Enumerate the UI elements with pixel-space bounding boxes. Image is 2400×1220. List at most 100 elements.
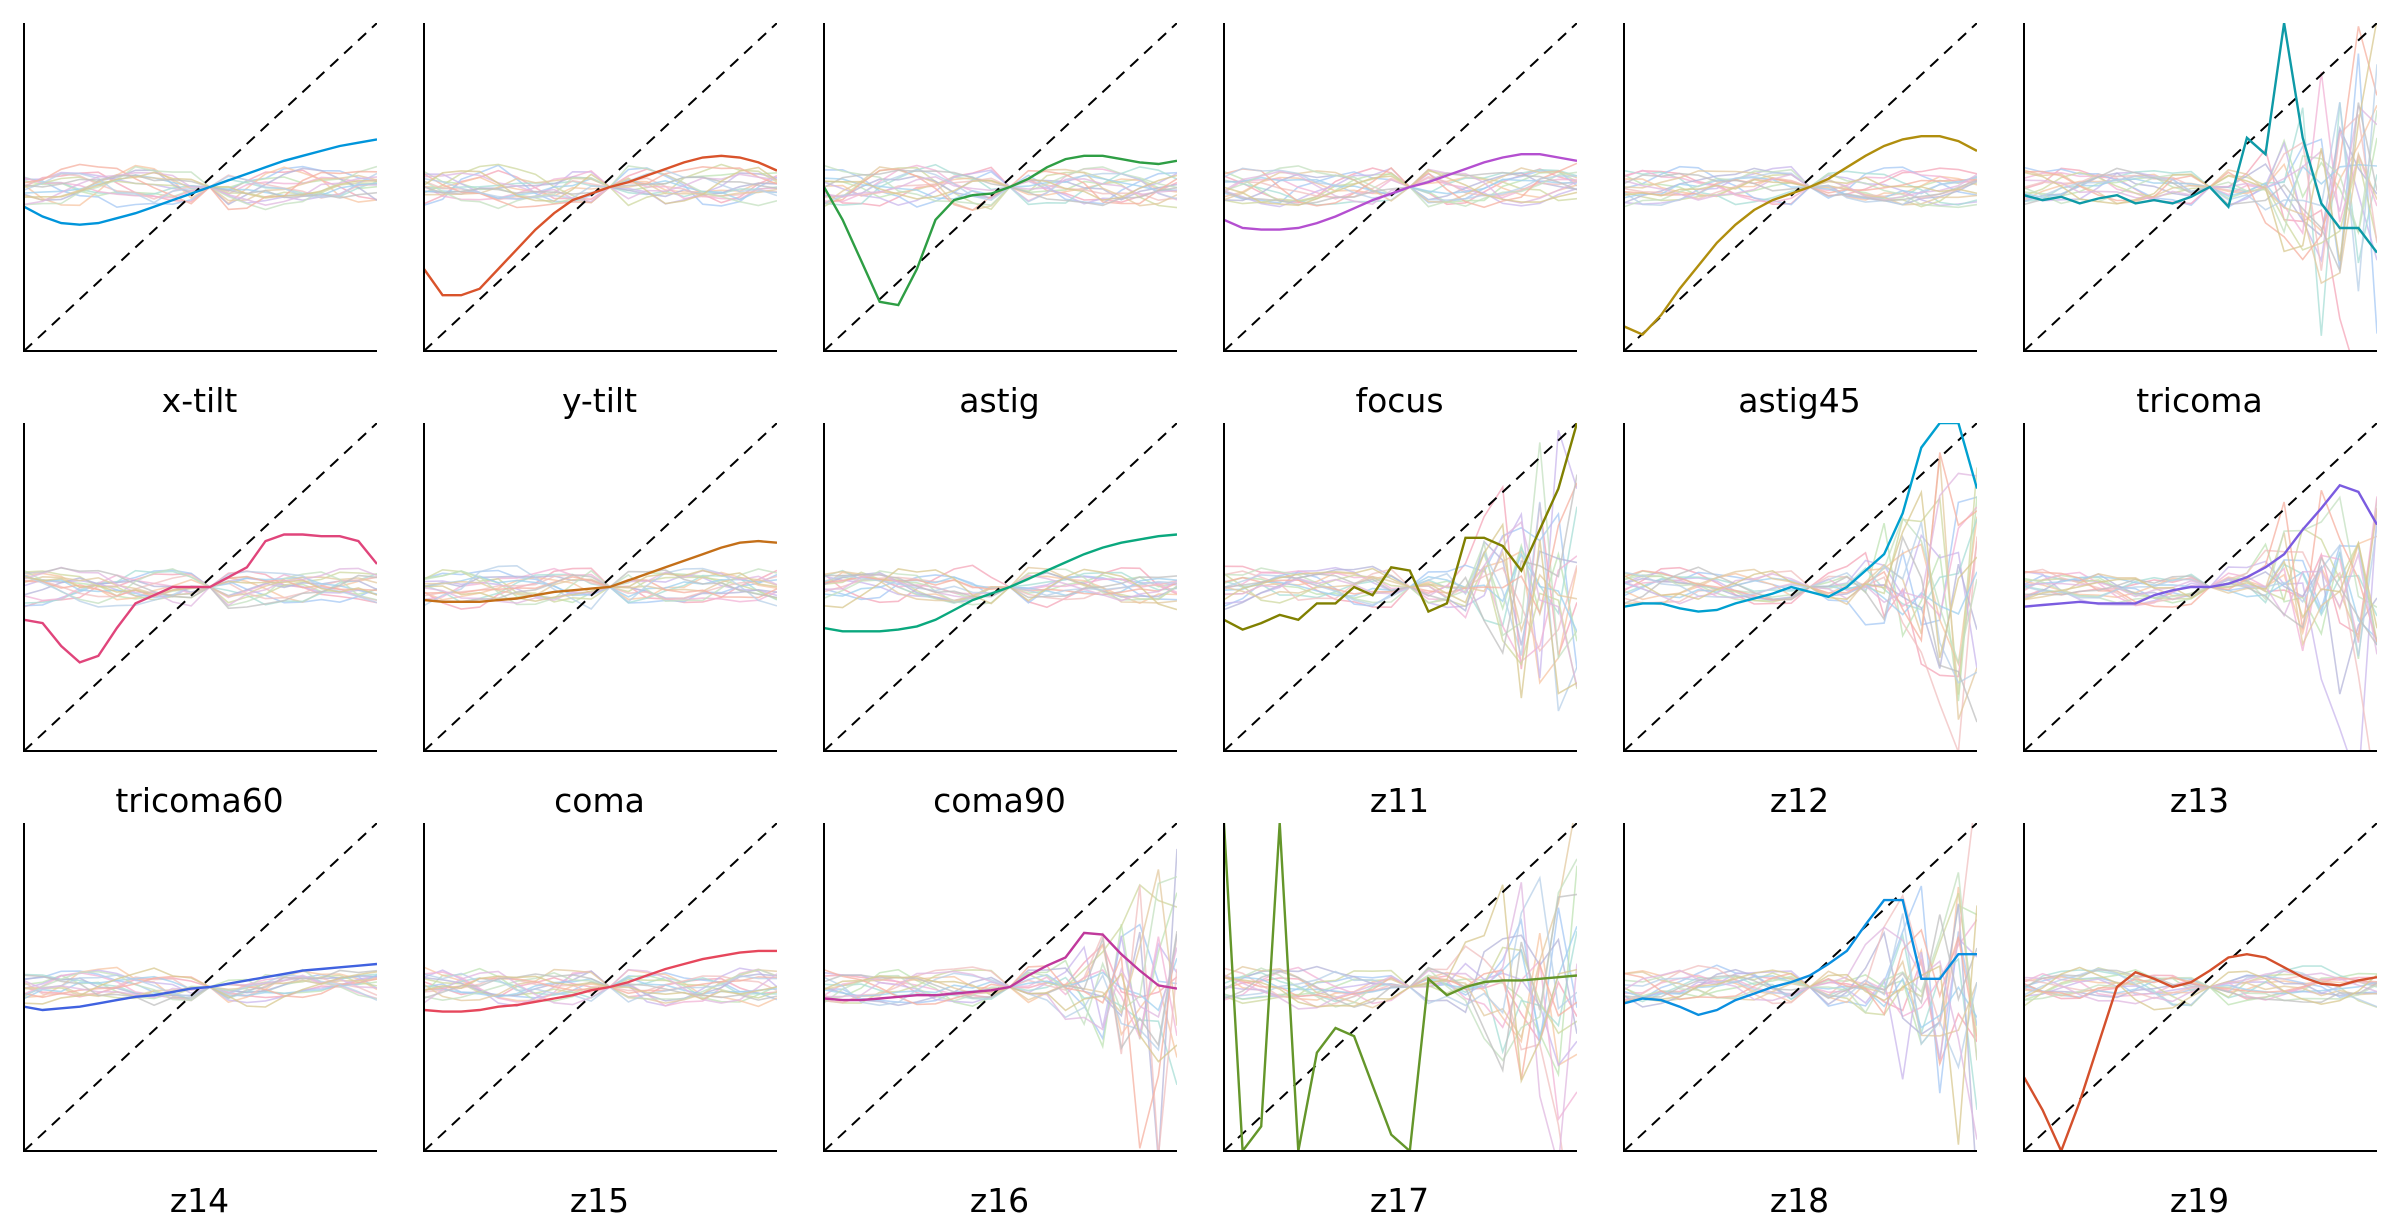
highlight-series xyxy=(824,533,1177,633)
subplot-y-tilt: y-tilt xyxy=(423,23,777,420)
identity-line xyxy=(2024,423,2377,751)
background-trace xyxy=(1624,172,1977,202)
highlight-series xyxy=(424,154,777,297)
background-trace xyxy=(2024,110,2377,235)
subplot-coma: coma xyxy=(423,423,777,820)
background-trace xyxy=(424,166,777,205)
subplot-tricoma: tricoma xyxy=(2023,23,2377,420)
background-trace xyxy=(424,165,777,210)
axis-spines xyxy=(823,423,1177,752)
identity-line xyxy=(424,423,777,751)
identity-line xyxy=(824,823,1177,1151)
subplot-coma90: coma90 xyxy=(823,423,1177,820)
background-trace xyxy=(824,576,1177,596)
background-trace xyxy=(1224,162,1577,209)
background-trace xyxy=(824,564,1177,609)
highlight-series xyxy=(824,931,1177,1002)
plot-area xyxy=(23,423,377,752)
subplot-title: z11 xyxy=(1369,781,1430,820)
plot-area xyxy=(2023,823,2377,1152)
background-trace xyxy=(24,176,377,199)
background-trace xyxy=(24,969,377,1007)
background-trace xyxy=(424,172,777,203)
axis-spines xyxy=(1623,23,1977,352)
identity-line xyxy=(824,23,1177,351)
background-trace xyxy=(824,169,1177,207)
highlight-series xyxy=(424,949,777,1013)
identity-line xyxy=(1224,823,1577,1151)
subplot-z16: z16 xyxy=(823,823,1177,1220)
plot-area xyxy=(23,23,377,352)
background-trace xyxy=(424,567,777,603)
subplot-astig: astig xyxy=(823,23,1177,420)
highlight-series xyxy=(424,539,777,604)
axis-spines xyxy=(823,823,1177,1152)
background-trace xyxy=(2024,976,2377,1002)
background-trace xyxy=(1624,823,1974,1028)
background-trace xyxy=(824,175,1177,198)
background-trace xyxy=(1224,522,1577,699)
subplot-title: x-tilt xyxy=(161,381,238,420)
highlight-series xyxy=(1224,423,1577,631)
background-trace xyxy=(424,568,777,603)
background-trace xyxy=(824,174,1177,202)
background-trace xyxy=(1224,564,1577,690)
subplot-title: astig xyxy=(959,381,1040,420)
axis-spines xyxy=(23,23,377,352)
background-trace xyxy=(424,972,777,1003)
background-trace xyxy=(1624,489,1977,658)
background-trace xyxy=(824,168,1177,211)
background-trace xyxy=(1224,171,1577,206)
subplot-z12: z12 xyxy=(1623,423,1977,820)
background-trace xyxy=(2024,556,2377,646)
background-trace xyxy=(824,168,1177,205)
background-trace xyxy=(1624,536,1977,751)
axis-spines xyxy=(1223,823,1577,1152)
highlight-series xyxy=(1624,134,1977,337)
background-trace xyxy=(424,973,777,1001)
background-trace xyxy=(2024,72,2377,236)
axis-spines xyxy=(2023,823,2377,1152)
subplot-title: y-tilt xyxy=(561,381,638,420)
background-trace xyxy=(1224,893,1577,1074)
plot-area xyxy=(1223,23,1577,352)
highlight-series xyxy=(1624,898,1977,1017)
background-trace xyxy=(1624,937,1977,1080)
background-trace xyxy=(424,968,777,1006)
subplot-z14: z14 xyxy=(23,823,377,1220)
identity-line xyxy=(2024,823,2377,1151)
background-trace xyxy=(2024,102,2377,274)
background-trace xyxy=(24,967,377,1008)
background-trace xyxy=(424,968,777,1004)
subplot-title: astig45 xyxy=(1738,381,1861,420)
axis-spines xyxy=(423,23,777,352)
highlight-series xyxy=(24,533,377,664)
background-trace xyxy=(2024,507,2377,636)
background-trace xyxy=(2024,970,2377,1005)
background-trace xyxy=(824,947,1177,1031)
identity-line xyxy=(1624,23,1977,351)
background-trace xyxy=(1624,168,1977,209)
subplot-title: coma90 xyxy=(933,781,1066,820)
background-trace xyxy=(1224,540,1577,646)
identity-line xyxy=(1224,423,1577,751)
background-trace xyxy=(24,568,377,607)
background-trace xyxy=(424,975,777,995)
identity-line xyxy=(424,23,777,351)
highlight-series xyxy=(1624,423,1977,613)
identity-line xyxy=(1624,823,1977,1151)
background-trace xyxy=(2024,514,2377,751)
identity-line xyxy=(2024,23,2377,351)
background-trace xyxy=(2024,495,2377,608)
highlight-series xyxy=(824,154,1177,307)
background-trace xyxy=(2024,23,2377,262)
axis-spines xyxy=(23,823,377,1152)
background-trace xyxy=(24,174,377,199)
plot-area xyxy=(1623,823,1977,1152)
subplot-z11: z11 xyxy=(1223,423,1577,820)
axis-spines xyxy=(823,23,1177,352)
highlight-series xyxy=(1224,152,1577,231)
background-trace xyxy=(2024,540,2377,629)
subplot-z19: z19 xyxy=(2023,823,2377,1220)
